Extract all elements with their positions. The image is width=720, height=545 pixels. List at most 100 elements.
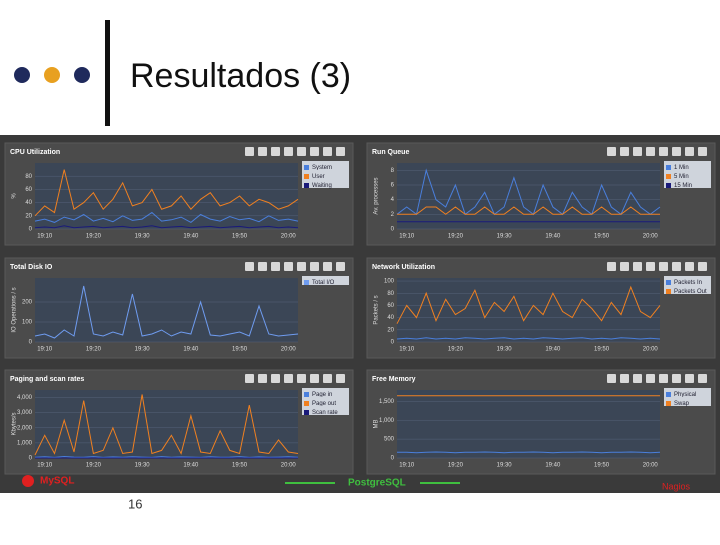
dot	[44, 67, 60, 83]
x-tick-label: 19:10	[399, 463, 415, 469]
series-line	[34, 285, 299, 339]
x-tick-label: 19:10	[399, 347, 415, 353]
y-tick-label: 100	[384, 279, 395, 285]
panel-title: CPU Utilization	[10, 149, 60, 156]
y-tick-label: 1,000	[17, 440, 33, 446]
y-tick-label: 60	[25, 187, 32, 193]
label: MySQL	[40, 476, 74, 487]
legend-box	[302, 161, 349, 170]
toolbar-icon	[646, 374, 655, 383]
x-tick-label: 19:50	[232, 463, 248, 469]
toolbar-icon	[310, 262, 319, 271]
legend-label: Page in	[312, 392, 332, 398]
x-tick-label: 19:10	[37, 463, 53, 469]
y-axis-label: IO Operations / s	[12, 287, 18, 332]
legend-swatch	[304, 392, 309, 397]
toolbar-icon	[323, 262, 332, 271]
x-tick-label: 19:20	[86, 463, 102, 469]
toolbar-icon	[698, 147, 707, 156]
legend-label: 1 Min	[674, 165, 689, 171]
x-tick-label: 19:50	[594, 347, 610, 353]
y-axis-label: Av. processes	[374, 177, 380, 214]
legend-label: Waiting	[312, 183, 332, 189]
toolbar-icon	[297, 262, 306, 271]
plot-area	[397, 390, 660, 458]
legend-box	[664, 276, 711, 285]
plot-area	[397, 163, 660, 229]
legend-label: Scan rate	[312, 410, 338, 416]
legend-box	[302, 388, 349, 397]
x-tick-label: 20:00	[643, 234, 659, 240]
y-tick-label: 0	[391, 227, 395, 233]
legend-box	[664, 179, 711, 188]
legend-swatch	[304, 280, 309, 285]
y-tick-label: 0	[29, 456, 33, 462]
y-tick-label: 4	[391, 197, 395, 203]
legend-box	[302, 406, 349, 415]
series-line	[396, 337, 661, 340]
toolbar-icon	[271, 147, 280, 156]
legend-label: Swap	[674, 401, 690, 407]
legend-box	[302, 397, 349, 406]
dot	[74, 67, 90, 83]
toolbar-icon	[323, 374, 332, 383]
divider	[105, 20, 110, 126]
y-axis-label: Packets / s	[374, 295, 380, 324]
x-tick-label: 19:50	[232, 347, 248, 353]
toolbar-icon	[646, 262, 655, 271]
y-tick-label: 6	[391, 183, 395, 189]
series-line	[397, 451, 661, 454]
toolbar-icon	[698, 374, 707, 383]
legend-label: 5 Min	[674, 174, 689, 180]
panel-title: Run Queue	[372, 149, 409, 156]
toolbar-icon	[659, 374, 668, 383]
y-tick-label: 2	[391, 212, 395, 218]
x-tick-label: 20:00	[643, 463, 659, 469]
legend-box	[664, 388, 711, 397]
series-line	[34, 211, 299, 223]
toolbar-icon	[672, 147, 681, 156]
toolbar-icon	[672, 262, 681, 271]
toolbar-icon	[659, 262, 668, 271]
toolbar-icon	[271, 374, 280, 383]
y-tick-label: 0	[391, 340, 395, 346]
series-line	[34, 394, 299, 456]
legend-label: Physical	[674, 392, 696, 398]
y-tick-label: 20	[387, 327, 394, 333]
legend-swatch	[666, 392, 671, 397]
x-tick-label: 19:40	[545, 347, 561, 353]
x-tick-label: 19:40	[545, 463, 561, 469]
legend-box	[664, 285, 711, 294]
x-tick-label: 19:50	[232, 234, 248, 240]
x-tick-label: 19:30	[135, 463, 151, 469]
y-tick-label: 100	[22, 320, 33, 326]
plot-area	[35, 163, 298, 229]
series-line	[34, 169, 299, 217]
toolbar-icon	[323, 147, 332, 156]
y-tick-label: 4,000	[17, 395, 33, 401]
toolbar-icon	[284, 147, 293, 156]
x-tick-label: 19:30	[135, 234, 151, 240]
toolbar-icon	[297, 374, 306, 383]
legend-swatch	[666, 165, 671, 170]
toolbar-icon	[646, 147, 655, 156]
x-tick-label: 19:30	[135, 347, 151, 353]
x-tick-label: 19:40	[183, 347, 199, 353]
y-tick-label: 200	[22, 300, 33, 306]
legend-swatch	[304, 410, 309, 415]
label: PostgreSQL	[348, 478, 406, 489]
legend-box	[302, 276, 349, 285]
y-tick-label: 3,000	[17, 410, 33, 416]
toolbar-icon	[685, 262, 694, 271]
legend-box	[664, 161, 711, 170]
legend-label: System	[312, 165, 332, 171]
page-number: 16	[128, 496, 142, 511]
toolbar-icon	[633, 147, 642, 156]
y-tick-label: 500	[384, 437, 395, 443]
legend-label: 15 Min	[674, 183, 692, 189]
toolbar-icon	[310, 374, 319, 383]
y-tick-label: 80	[25, 174, 32, 180]
